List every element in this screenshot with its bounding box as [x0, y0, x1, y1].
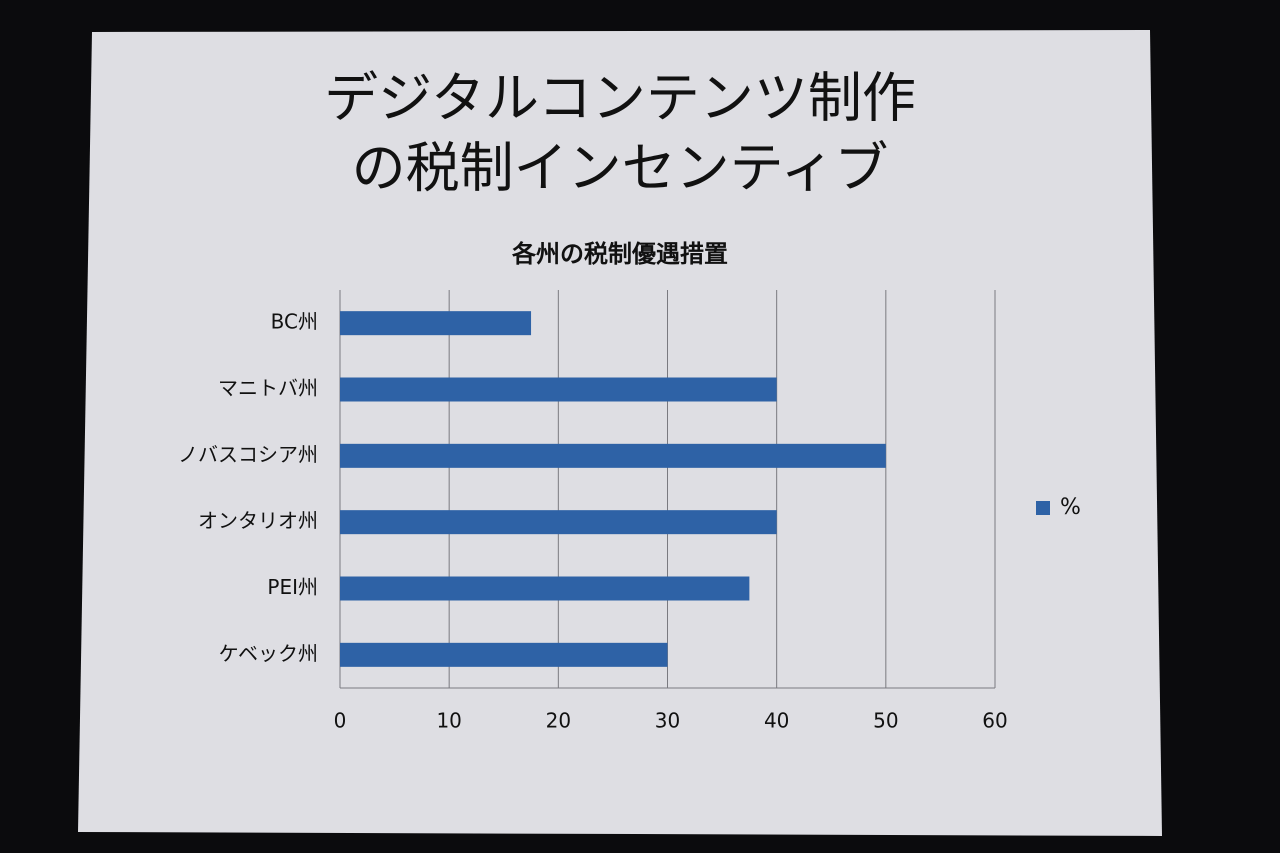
- y-tick-label: ケベック州: [219, 641, 318, 665]
- y-tick-label: BC州: [271, 310, 318, 334]
- x-tick-label: 20: [546, 709, 571, 733]
- x-tick-label: 50: [873, 709, 898, 733]
- y-tick-label: PEI州: [267, 575, 318, 599]
- chart-title: 各州の税制優遇措置: [511, 240, 728, 268]
- bar: [340, 510, 777, 535]
- bar: [340, 377, 777, 402]
- x-tick-label: 0: [334, 709, 347, 733]
- x-tick-label: 60: [982, 709, 1007, 733]
- slide-title: デジタルコンテンツ制作: [324, 67, 916, 130]
- x-tick-label: 10: [436, 709, 461, 733]
- slide-title: の税制インセンティブ: [352, 137, 889, 200]
- x-tick-label: 40: [764, 709, 789, 733]
- bar: [340, 443, 886, 468]
- y-tick-label: オンタリオ州: [198, 509, 318, 533]
- y-tick-label: マニトバ州: [218, 376, 318, 400]
- y-tick-label: ノバスコシア州: [178, 442, 318, 466]
- bar: [340, 311, 532, 336]
- bar: [340, 642, 668, 667]
- legend-swatch: [1036, 501, 1050, 515]
- slide: [78, 30, 1162, 836]
- x-tick-label: 30: [655, 709, 680, 733]
- bar: [340, 576, 750, 601]
- legend-label: %: [1060, 495, 1081, 520]
